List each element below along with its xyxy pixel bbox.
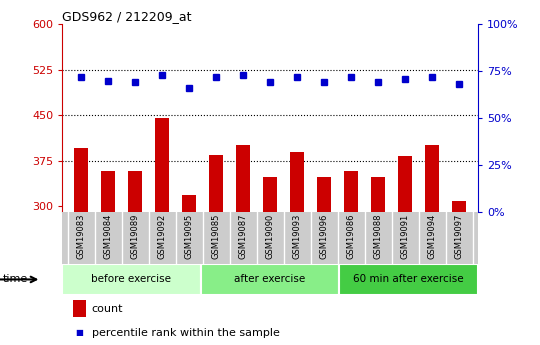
Bar: [62, 264, 201, 295]
Bar: [316, 177, 332, 212]
Bar: [289, 151, 305, 212]
Text: count: count: [92, 304, 123, 314]
Bar: [235, 146, 251, 212]
Bar: [424, 146, 440, 212]
Text: before exercise: before exercise: [91, 275, 171, 284]
Bar: [127, 171, 143, 212]
Bar: [201, 264, 339, 295]
Bar: [262, 177, 278, 212]
Text: GSM19083: GSM19083: [77, 214, 85, 259]
Text: GSM19089: GSM19089: [131, 214, 139, 259]
Text: percentile rank within the sample: percentile rank within the sample: [92, 328, 280, 338]
Text: GSM19085: GSM19085: [212, 214, 220, 259]
Bar: [397, 156, 413, 212]
Bar: [181, 195, 197, 212]
Text: GSM19091: GSM19091: [401, 214, 409, 259]
Text: GSM19092: GSM19092: [158, 214, 166, 259]
Bar: [208, 155, 224, 212]
Text: GDS962 / 212209_at: GDS962 / 212209_at: [62, 10, 192, 23]
Bar: [370, 177, 386, 212]
Text: GSM19090: GSM19090: [266, 214, 274, 259]
Bar: [451, 201, 467, 212]
Text: GSM19096: GSM19096: [320, 214, 328, 259]
Text: GSM19093: GSM19093: [293, 214, 301, 259]
Bar: [339, 264, 478, 295]
Text: GSM19095: GSM19095: [185, 214, 193, 259]
Text: GSM19094: GSM19094: [428, 214, 436, 259]
Text: GSM19088: GSM19088: [374, 214, 382, 259]
Bar: [154, 118, 170, 212]
Bar: [100, 171, 116, 212]
Text: after exercise: after exercise: [234, 275, 306, 284]
Text: time: time: [3, 275, 28, 284]
Text: ■: ■: [76, 328, 84, 337]
Text: GSM19097: GSM19097: [455, 214, 463, 259]
Text: GSM19084: GSM19084: [104, 214, 112, 259]
Bar: [73, 148, 89, 212]
Text: 60 min after exercise: 60 min after exercise: [353, 275, 464, 284]
Text: GSM19086: GSM19086: [347, 214, 355, 259]
Text: GSM19087: GSM19087: [239, 214, 247, 259]
Bar: [343, 171, 359, 212]
